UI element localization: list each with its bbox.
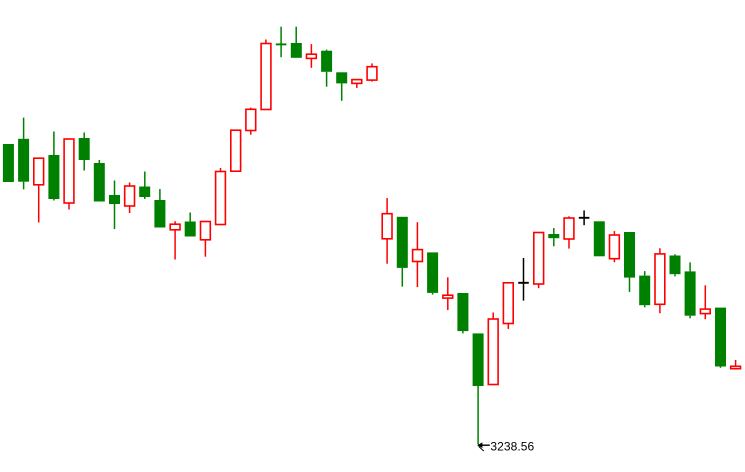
svg-text:3238.56: 3238.56: [490, 440, 534, 454]
